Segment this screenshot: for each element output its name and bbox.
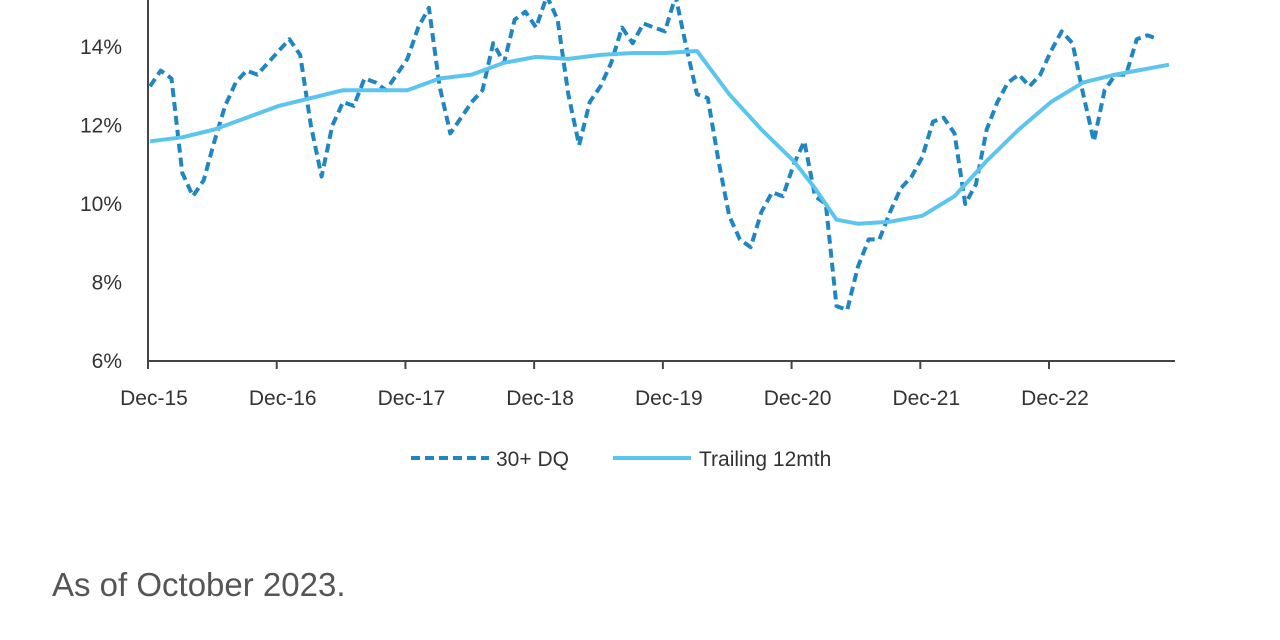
y-axis: 6% 8% 10% 12% 14% <box>80 0 149 373</box>
x-tick-label: Dec-20 <box>764 387 832 410</box>
series-line-30dq <box>148 0 1159 312</box>
series-lines <box>148 0 1170 312</box>
series-line-trailing-12mth <box>149 49 1170 226</box>
x-tick-label: Dec-16 <box>249 387 317 410</box>
y-tick-label: 10% <box>80 193 122 216</box>
y-tick-label: 8% <box>92 272 122 295</box>
y-tick-label: 14% <box>80 36 122 59</box>
x-tick-label: Dec-17 <box>378 387 446 410</box>
x-tick-label: Dec-21 <box>892 387 960 410</box>
chart-caption: As of October 2023. <box>52 566 346 603</box>
x-tick-label: Dec-15 <box>120 387 188 410</box>
x-axis: Dec-15 Dec-16 Dec-17 Dec-18 Dec-19 Dec-20 Dec-… <box>120 360 1175 410</box>
legend-label-30dq: 30+ DQ <box>496 448 569 471</box>
x-tick-label: Dec-19 <box>635 387 703 410</box>
chart: 6%8%10%12%14% Dec-15 Dec-16 Dec-17 Dec-18 De… <box>80 0 1175 410</box>
y-tick-label: 6% <box>92 350 122 373</box>
x-tick-label: Dec-22 <box>1021 387 1089 410</box>
y-tick-label: 12% <box>80 115 122 138</box>
x-tick-label: Dec-18 <box>506 387 574 410</box>
legend-label-trailing-12mth: Trailing 12mth <box>699 448 831 471</box>
legend: 30+ DQ Trailing 12mth <box>411 448 831 471</box>
